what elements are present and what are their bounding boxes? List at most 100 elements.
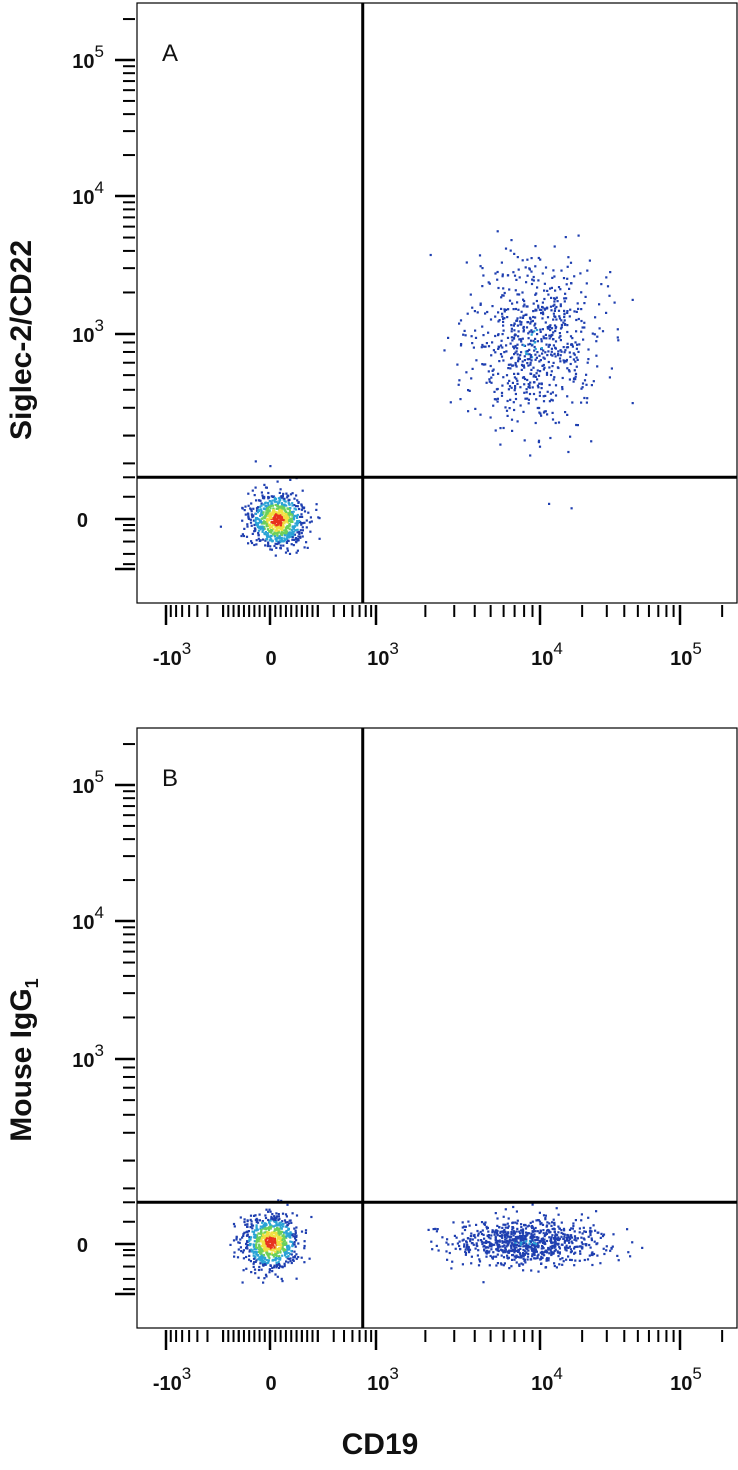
event-dot — [521, 360, 524, 363]
event-dot — [445, 1241, 448, 1244]
event-dot — [469, 1235, 472, 1238]
event-dot — [515, 1261, 518, 1264]
event-dot — [521, 259, 524, 262]
event-dot — [609, 1249, 612, 1252]
event-dot — [503, 1249, 506, 1252]
event-dot — [547, 293, 550, 296]
event-dot — [504, 1226, 507, 1229]
event-dot — [514, 1221, 517, 1224]
event-dot — [581, 1247, 584, 1250]
event-dot — [286, 1248, 289, 1251]
event-dot — [496, 1249, 499, 1252]
event-dot — [274, 554, 277, 557]
event-dot — [264, 1222, 267, 1225]
event-dot — [549, 436, 552, 440]
event-dot — [272, 1231, 276, 1234]
event-dot — [451, 1260, 454, 1263]
event-dot — [590, 1252, 593, 1255]
event-dot — [580, 319, 583, 323]
event-dot — [283, 1219, 287, 1222]
event-dot — [546, 327, 549, 330]
event-dot — [523, 1235, 526, 1238]
event-dot — [504, 1223, 507, 1226]
event-dot — [565, 1249, 568, 1252]
event-dot — [261, 1250, 264, 1253]
event-dot — [487, 370, 490, 373]
event-dots — [229, 1199, 644, 1284]
event-dot — [515, 1230, 518, 1233]
event-dot — [465, 261, 468, 264]
event-dot — [587, 1235, 590, 1238]
event-dot — [605, 1249, 608, 1252]
event-dot — [502, 294, 505, 297]
event-dot — [292, 1242, 295, 1245]
event-dot — [547, 360, 550, 364]
event-dot — [585, 383, 588, 386]
event-dot — [281, 1242, 285, 1245]
event-dot — [281, 505, 284, 508]
event-dot — [267, 1228, 271, 1231]
event-dot — [508, 1249, 511, 1252]
event-dot — [268, 1252, 271, 1255]
event-dot — [540, 338, 543, 341]
event-dot — [551, 365, 554, 368]
event-dot — [255, 1228, 258, 1231]
event-dot — [246, 525, 249, 528]
event-dot — [606, 285, 610, 288]
event-dot — [285, 1225, 288, 1228]
event-dot — [586, 361, 589, 364]
event-dot — [254, 512, 258, 515]
event-dot — [528, 358, 531, 361]
event-dot — [617, 1259, 620, 1262]
event-dot — [538, 354, 541, 357]
event-dot — [569, 1258, 572, 1261]
event-dot — [590, 1237, 593, 1240]
event-dot — [286, 1221, 289, 1224]
event-dot — [586, 269, 589, 272]
event-dot — [502, 1245, 505, 1248]
event-dot — [549, 373, 553, 377]
event-dot — [516, 353, 519, 356]
event-dot — [267, 1247, 270, 1250]
event-dot — [293, 533, 296, 536]
event-dot — [485, 381, 488, 384]
event-dot — [520, 340, 523, 343]
event-dot — [256, 1246, 259, 1249]
x-tick-label: 103 — [367, 1364, 399, 1395]
event-dot — [496, 1224, 499, 1227]
event-dot — [491, 1257, 494, 1260]
event-dot — [581, 326, 584, 329]
event-dot — [239, 1238, 242, 1241]
event-dot — [586, 1258, 590, 1261]
event-dot — [510, 357, 513, 360]
event-dot — [286, 496, 289, 499]
event-dot — [266, 1232, 269, 1235]
event-dot — [479, 265, 482, 268]
event-dot — [260, 1244, 263, 1247]
event-dot — [563, 323, 566, 326]
event-dot — [263, 1242, 266, 1245]
event-dot — [548, 1231, 551, 1234]
event-dot — [502, 287, 505, 290]
event-dot — [258, 1265, 261, 1269]
event-dot — [282, 519, 285, 522]
event-dot — [253, 1214, 256, 1217]
event-dot — [580, 1213, 583, 1216]
event-dot — [287, 1234, 290, 1237]
event-dot — [543, 357, 546, 360]
event-dot — [307, 511, 310, 514]
event-dot — [293, 507, 296, 510]
event-dot — [281, 1245, 284, 1249]
event-dot — [536, 1245, 539, 1248]
event-dot — [277, 1215, 280, 1218]
event-dot — [504, 1248, 507, 1251]
event-dot — [478, 1260, 482, 1263]
event-dot — [566, 324, 569, 327]
event-dot — [521, 1231, 524, 1234]
event-dot — [490, 354, 493, 357]
event-dot — [285, 528, 288, 531]
event-dot — [278, 536, 282, 539]
event-dot — [474, 1236, 477, 1239]
event-dot — [458, 1240, 461, 1243]
event-dot — [512, 308, 515, 311]
